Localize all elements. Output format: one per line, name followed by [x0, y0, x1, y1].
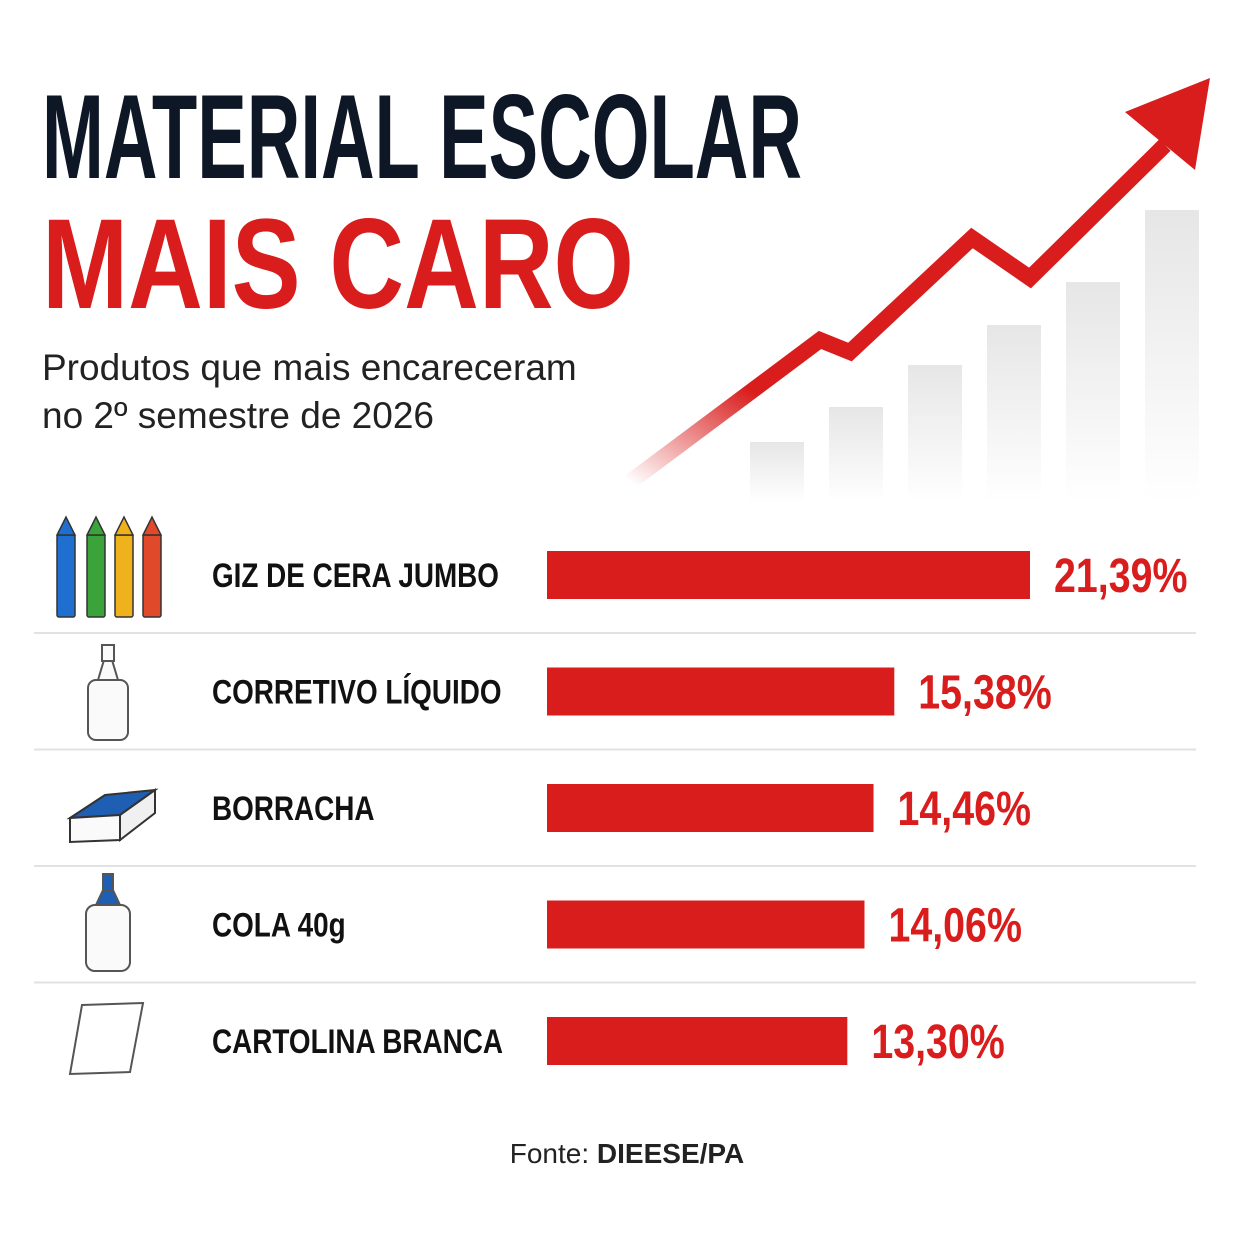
bar: [547, 551, 1030, 599]
category-label: CORRETIVO LÍQUIDO: [212, 673, 502, 711]
subtitle: no 2º semestre de 2026: [42, 395, 434, 436]
icon-eraser: [66, 788, 159, 844]
category-label: CARTOLINA BRANCA: [212, 1022, 503, 1060]
title: MATERIAL ESCOLAR: [42, 70, 802, 204]
icon-crayons: [55, 515, 163, 618]
value-label: 13,30%: [871, 1015, 1004, 1069]
icon-glue: [85, 873, 131, 972]
bar: [547, 667, 895, 716]
source-label: Fonte:: [510, 1138, 589, 1169]
title-highlight: MAIS CARO: [42, 193, 634, 336]
icon-paper: [68, 1001, 145, 1076]
bar-chart: GIZ DE CERA JUMBO 21,39% CORRETIVO LÍQUIDO…: [34, 549, 1196, 1069]
bar: [547, 784, 874, 832]
value-label: 14,06%: [888, 899, 1021, 953]
subtitle: Produtos que mais encareceram: [42, 347, 577, 388]
bar: [547, 1017, 848, 1065]
category-label: GIZ DE CERA JUMBO: [212, 556, 499, 594]
source: Fonte: DIEESE/PA: [510, 1138, 744, 1169]
value-label: 15,38%: [918, 666, 1051, 720]
icon-corrector: [87, 644, 129, 741]
category-label: COLA 40g: [212, 906, 346, 944]
bar: [547, 900, 865, 949]
category-label: BORRACHA: [212, 789, 375, 827]
decor-bars: [750, 210, 1199, 502]
source-name: DIEESE/PA: [597, 1138, 744, 1169]
value-label: 21,39%: [1054, 549, 1187, 603]
decor-arrow: [625, 78, 1210, 489]
value-label: 14,46%: [898, 782, 1031, 836]
